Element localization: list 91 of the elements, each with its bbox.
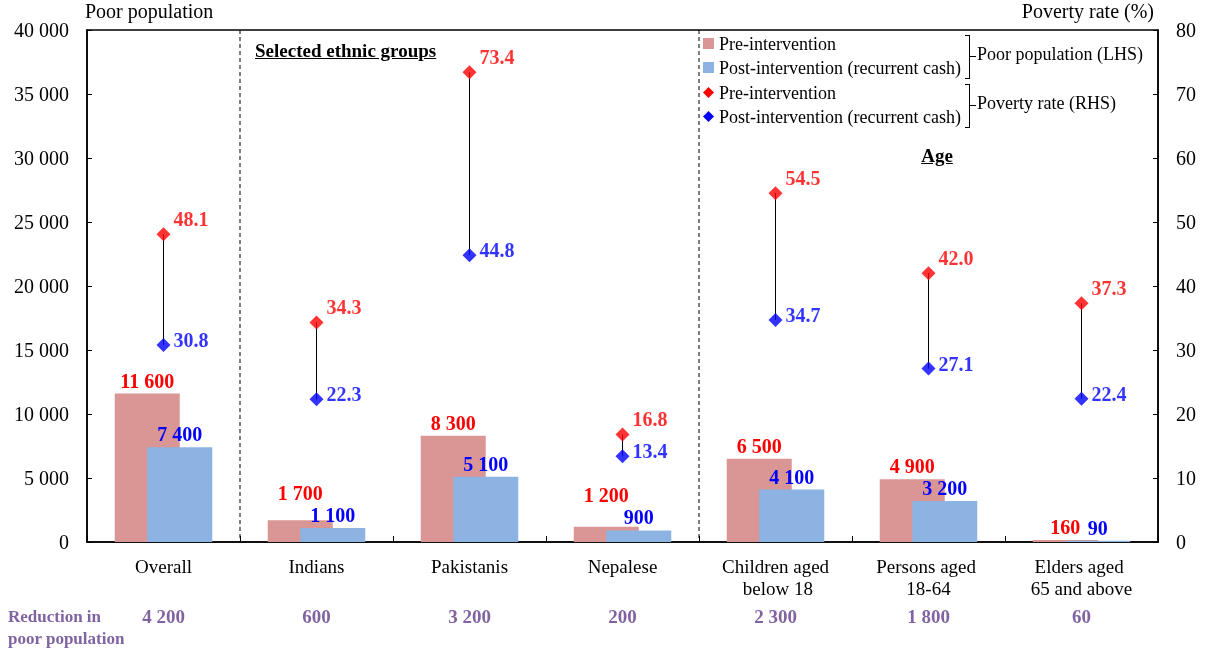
bar <box>453 476 519 542</box>
data-label: 54.5 <box>785 167 821 190</box>
point <box>156 337 171 352</box>
y-axis-title: Poor population <box>85 0 214 23</box>
y-tick-label: 25 000 <box>14 211 69 233</box>
point <box>462 248 477 263</box>
x-tick-label: Elders aged 65 and above <box>1030 555 1133 599</box>
data-label: 4 100 <box>769 465 815 488</box>
annotation: Poor population (LHS) <box>977 43 1143 65</box>
data-label: 73.4 <box>479 46 515 69</box>
x-tick-label: Nepalese <box>587 555 658 577</box>
text: 200 <box>608 606 637 628</box>
bar <box>912 501 978 542</box>
y2-tick-label: 10 <box>1176 467 1196 489</box>
text: 60 <box>1072 606 1091 628</box>
text: 4 200 <box>142 606 185 628</box>
data-label: 22.4 <box>1091 382 1127 405</box>
data-label: 11 600 <box>120 369 175 392</box>
data-label: 900 <box>623 506 654 529</box>
y-tick-label: 30 000 <box>14 147 69 169</box>
y-tick-label: 10 000 <box>14 403 69 425</box>
x-tick-label: Pakistanis <box>430 555 509 577</box>
data-label: 16.8 <box>632 408 668 431</box>
bar <box>759 489 825 542</box>
data-label: 5 100 <box>463 452 509 475</box>
legend-label: Pre-intervention <box>719 82 836 103</box>
y-tick-label: 40 000 <box>14 19 69 41</box>
legend-label: Post-intervention (recurrent cash) <box>719 106 961 128</box>
bar <box>147 447 213 542</box>
y-tick-label: 5 000 <box>24 467 69 489</box>
point <box>615 449 630 464</box>
data-label: 34.3 <box>326 296 362 319</box>
text: Reduction in poor population <box>8 606 126 650</box>
point <box>309 315 324 330</box>
point <box>921 266 936 281</box>
data-label: 42.0 <box>938 247 974 270</box>
text: 1 800 <box>907 606 950 628</box>
data-label: 8 300 <box>430 411 476 434</box>
data-label: 22.3 <box>326 383 362 406</box>
bar <box>606 530 672 542</box>
y-tick-label: 35 000 <box>14 83 69 105</box>
data-label: 1 700 <box>277 481 323 504</box>
text: 2 300 <box>754 606 797 628</box>
x-tick-label: Children aged below 18 <box>721 555 830 599</box>
annotation: Poverty rate (RHS) <box>977 92 1116 114</box>
x-tick-label: Indians <box>288 555 345 577</box>
data-label: 7 400 <box>157 423 203 446</box>
point <box>462 65 477 80</box>
text: 600 <box>302 606 331 628</box>
point <box>309 392 324 407</box>
data-label: 44.8 <box>479 239 515 262</box>
y-tick-label: 15 000 <box>14 339 69 361</box>
y2-axis-title: Poverty rate (%) <box>1021 0 1154 23</box>
data-label: 4 900 <box>889 455 935 478</box>
text: 3 200 <box>448 606 491 628</box>
point <box>768 312 783 327</box>
annotation: Selected ethnic groups <box>255 40 437 62</box>
x-tick-label: Overall <box>135 555 192 577</box>
data-label: 90 <box>1087 516 1108 539</box>
data-label: 160 <box>1050 515 1081 538</box>
data-label: 30.8 <box>173 328 209 351</box>
y2-tick-label: 70 <box>1176 83 1196 105</box>
data-label: 6 500 <box>736 434 782 457</box>
point <box>156 227 171 242</box>
point <box>615 427 630 442</box>
data-label: 1 100 <box>310 503 356 526</box>
point <box>1074 391 1089 406</box>
data-label: 27.1 <box>938 352 974 375</box>
y2-tick-label: 60 <box>1176 147 1196 169</box>
data-label: 3 200 <box>922 477 968 500</box>
y2-tick-label: 80 <box>1176 19 1196 41</box>
bar <box>300 527 366 542</box>
y2-tick-label: 0 <box>1176 531 1186 553</box>
data-label: 37.3 <box>1091 277 1127 300</box>
y2-tick-label: 50 <box>1176 211 1196 233</box>
y2-tick-label: 20 <box>1176 403 1196 425</box>
x-tick-label: Persons aged 18-64 <box>876 555 981 599</box>
data-label: 13.4 <box>632 440 668 463</box>
data-label: 48.1 <box>173 208 209 231</box>
legend-label: Pre-intervention <box>719 33 836 54</box>
point <box>768 186 783 201</box>
y2-tick-label: 40 <box>1176 275 1196 297</box>
y-tick-label: 20 000 <box>14 275 69 297</box>
data-label: 1 200 <box>583 484 629 507</box>
annotation: Age <box>921 145 953 167</box>
point <box>921 361 936 376</box>
legend-label: Post-intervention (recurrent cash) <box>719 57 961 79</box>
y-tick-label: 0 <box>59 531 69 553</box>
data-label: 34.7 <box>785 303 821 326</box>
y2-tick-label: 30 <box>1176 339 1196 361</box>
point <box>1074 296 1089 311</box>
